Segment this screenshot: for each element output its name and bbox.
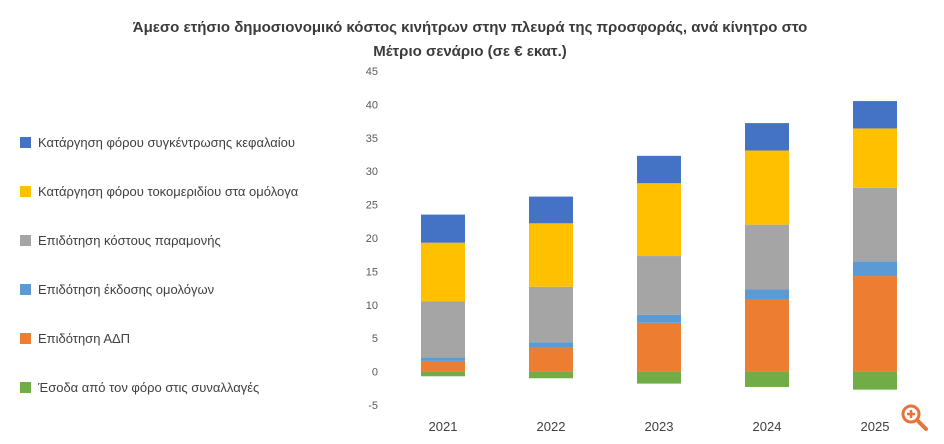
legend-item: Κατάργηση φόρου συγκέντρωσης κεφαλαίου (20, 118, 350, 167)
legend-label: Επιδότηση κόστους παραμονής (38, 233, 221, 248)
bar-segment (529, 371, 573, 379)
chart-title-line2: Μέτριο σενάριο (σε € εκατ.) (373, 43, 567, 60)
y-tick-label: 25 (366, 200, 378, 212)
bar-segment (529, 196, 573, 224)
y-tick-label: 0 (372, 367, 378, 379)
bar-segment (529, 286, 573, 343)
bar-segment (529, 223, 573, 287)
bar-segment (853, 371, 897, 390)
bar-segment (745, 123, 789, 151)
x-tick-label: 2021 (429, 419, 458, 434)
legend-label: Επιδότηση έκδοσης ομολόγων (38, 282, 215, 297)
legend-item: Επιδότηση κόστους παραμονής (20, 216, 350, 265)
legend-swatch (20, 137, 31, 148)
legend-label: Επιδότηση ΑΔΠ (38, 331, 131, 346)
legend-swatch (20, 235, 31, 246)
legend-item: Έσοδα από τον φόρο στις συναλλαγές (20, 363, 350, 412)
chart-title-line1: Άμεσο ετήσιο δημοσιονομικό κόστος κινήτρ… (132, 19, 808, 36)
y-tick-label: -5 (368, 400, 378, 412)
legend-label: Κατάργηση φόρου συγκέντρωσης κεφαλαίου (38, 135, 296, 150)
bar-segment (745, 224, 789, 290)
bar-segment (529, 347, 573, 372)
legend-item: Κατάργηση φόρου τοκομεριδίου στα ομόλογα (20, 167, 350, 216)
x-tick-label: 2022 (537, 419, 566, 434)
legend-item: Επιδότηση ΑΔΠ (20, 314, 350, 363)
bar-segment (745, 299, 789, 372)
y-tick-label: 15 (366, 266, 378, 278)
legend-swatch (20, 186, 31, 197)
bar-segment (853, 261, 897, 277)
x-tick-label: 2024 (753, 419, 782, 434)
bar-segment (853, 101, 897, 129)
bar-segment (745, 150, 789, 225)
bar-segment (637, 183, 681, 257)
y-tick-label: 5 (372, 333, 378, 345)
bar-segment (637, 314, 681, 323)
legend-label: Κατάργηση φόρου τοκομεριδίου στα ομόλογα (38, 184, 299, 199)
legend-item: Επιδότηση έκδοσης ομολόγων (20, 265, 350, 314)
bar-segment (853, 128, 897, 188)
chart-legend: Κατάργηση φόρου συγκέντρωσης κεφαλαίου Κα… (20, 118, 350, 412)
y-tick-label: 35 (366, 133, 378, 145)
chart-title: Άμεσο ετήσιο δημοσιονομικό κόστος κινήτρ… (60, 16, 880, 64)
y-tick-label: 20 (366, 233, 378, 245)
y-tick-label: 30 (366, 166, 378, 178)
bar-segment (421, 360, 465, 372)
bar-segment (853, 276, 897, 372)
bar-segment (421, 242, 465, 302)
y-tick-label: 10 (366, 300, 378, 312)
bar-segment (637, 256, 681, 315)
legend-swatch (20, 382, 31, 393)
bar-segment (421, 371, 465, 377)
bar-segment (529, 342, 573, 348)
bar-segment (637, 322, 681, 372)
bar-segment (637, 155, 681, 184)
bar-segment (853, 187, 897, 262)
y-tick-label: 45 (366, 66, 378, 78)
legend-swatch (20, 333, 31, 344)
bar-segment (421, 214, 465, 243)
bar-segment (421, 357, 465, 361)
zoom-in-icon[interactable] (899, 402, 929, 432)
bar-segment (745, 289, 789, 300)
x-tick-label: 2023 (645, 419, 674, 434)
x-tick-label: 2025 (861, 419, 890, 434)
bar-segment (421, 301, 465, 358)
legend-label: Έσοδα από τον φόρο στις συναλλαγές (38, 380, 260, 395)
bar-segment (637, 371, 681, 384)
bar-segment (745, 371, 789, 387)
y-tick-label: 40 (366, 99, 378, 111)
legend-swatch (20, 284, 31, 295)
